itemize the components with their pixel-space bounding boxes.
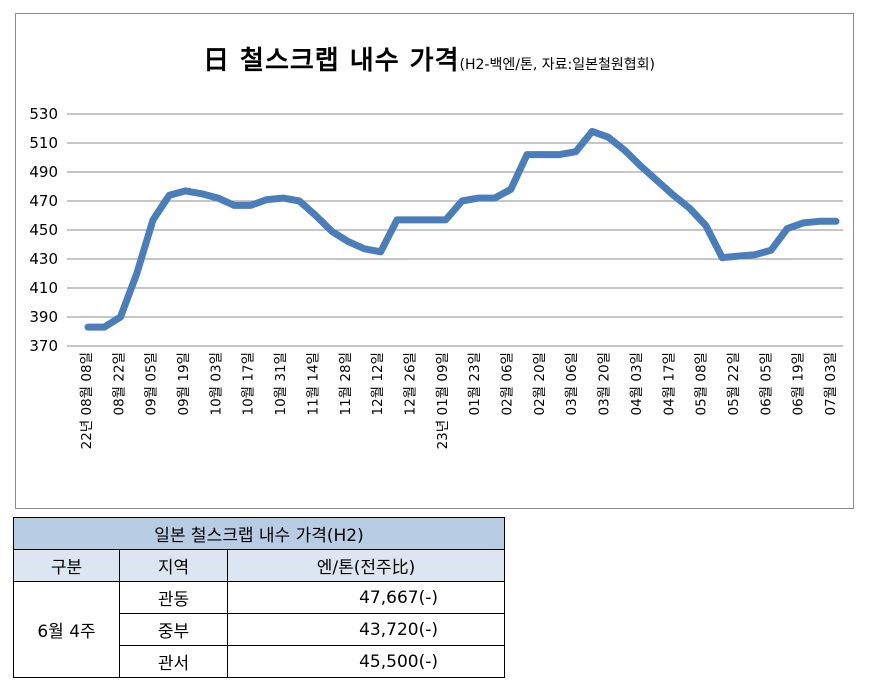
x-tick-label: 11월 28일 — [338, 352, 354, 416]
y-tick-label: 530 — [29, 105, 58, 123]
x-tick-label: 02월 20일 — [532, 352, 548, 416]
period-cell: 6월 4주 — [13, 581, 120, 678]
x-tick-label: 03월 06일 — [564, 352, 580, 416]
x-tick-label: 07월 03일 — [823, 352, 839, 416]
x-tick-label: 08월 22일 — [111, 352, 127, 416]
header-category: 구분 — [13, 549, 120, 582]
y-tick-label: 370 — [29, 337, 58, 355]
y-tick-label: 430 — [29, 250, 58, 268]
chart-subtitle: (H2-백엔/톤, 자료:일본철원협회) — [459, 57, 655, 73]
region-cell: 관동 — [119, 581, 228, 614]
y-tick-label: 450 — [29, 221, 58, 239]
x-tick-label: 11월 14일 — [305, 352, 321, 416]
x-tick-label: 09월 19일 — [176, 352, 192, 416]
region-cell: 관서 — [119, 645, 228, 678]
x-tick-label: 23년 01월 09일 — [435, 352, 451, 449]
x-tick-label: 10월 31일 — [273, 352, 289, 416]
x-tick-label: 03월 20일 — [597, 352, 613, 416]
x-tick-label: 05월 22일 — [726, 352, 742, 416]
x-tick-label: 02월 06일 — [500, 352, 516, 416]
price-table: 일본 철스크랩 내수 가격(H2) 구분 지역 엔/톤(전주比) 6월 4주 관… — [13, 517, 505, 678]
header-region: 지역 — [119, 549, 228, 582]
series-line — [84, 127, 840, 331]
line-chart: 370 390 410 430 450 470 490 510 530 22년 08월 08일 0… — [29, 105, 843, 449]
price-cell: 43,720(-) — [227, 613, 505, 646]
x-tick-label: 09월 05일 — [144, 352, 160, 416]
x-tick-label: 10월 03일 — [208, 352, 224, 416]
table-title: 일본 철스크랩 내수 가격(H2) — [13, 517, 505, 550]
y-tick-label: 470 — [29, 192, 58, 210]
y-tick-label: 490 — [29, 163, 58, 181]
x-tick-label: 05월 08일 — [694, 352, 710, 416]
x-tick-label: 04월 17일 — [661, 352, 677, 416]
y-tick-label: 390 — [29, 308, 58, 326]
table-row: 중부 43,720(-) — [14, 613, 505, 646]
table-row: 관서 45,500(-) — [14, 645, 505, 678]
x-tick-label: 12월 12일 — [370, 352, 386, 416]
table-row: 6월 4주 관동 47,667(-) — [13, 581, 505, 678]
chart-title: 日 철스크랩 내수 가격(H2-백엔/톤, 자료:일본철원협회) — [203, 40, 655, 77]
x-tick-label: 01월 23일 — [467, 352, 483, 416]
y-tick-label: 410 — [29, 279, 58, 297]
x-tick-label: 10월 17일 — [241, 352, 257, 416]
x-tick-label: 22년 08월 08일 — [79, 352, 95, 449]
header-price: 엔/톤(전주比) — [227, 549, 505, 582]
x-tick-label: 04월 03일 — [629, 352, 645, 416]
price-cell: 47,667(-) — [227, 581, 505, 614]
region-cell: 중부 — [119, 613, 228, 646]
chart-title-main: 日 철스크랩 내수 가격 — [203, 46, 460, 76]
x-tick-label: 12월 26일 — [402, 352, 418, 416]
x-tick-label: 06월 05일 — [758, 352, 774, 416]
price-cell: 45,500(-) — [227, 645, 505, 678]
x-tick-label: 06월 19일 — [791, 352, 807, 416]
chart-area — [15, 13, 854, 509]
y-tick-label: 510 — [29, 134, 58, 152]
